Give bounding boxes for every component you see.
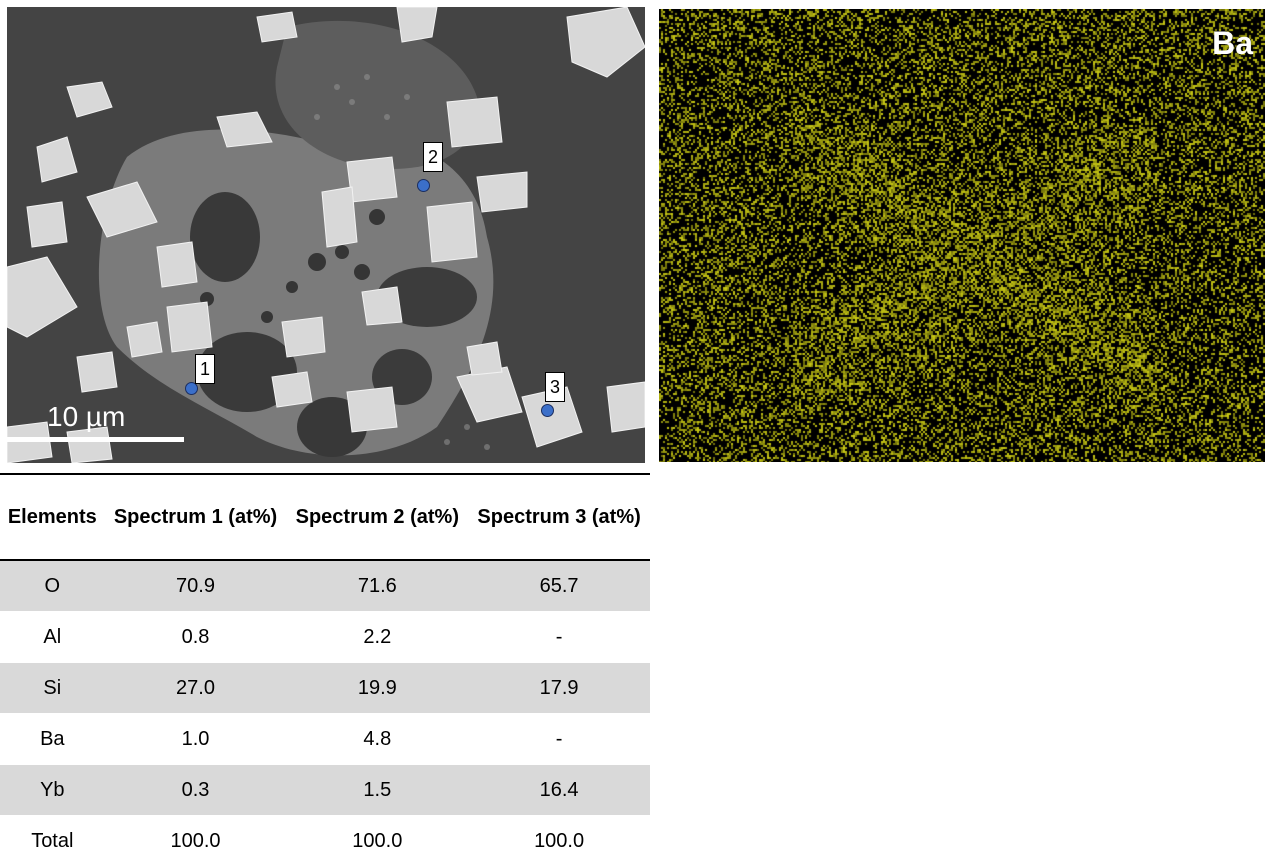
table-row: Al 0.8 2.2 - (0, 612, 650, 663)
value-cell: 70.9 (104, 560, 287, 612)
value-cell: 100.0 (170, 829, 221, 852)
eds-elemental-map: Ba (659, 9, 1265, 462)
spectrum-point-icon (541, 404, 554, 417)
table-row: Si 27.0 19.9 17.9 (0, 662, 650, 714)
element-cell: Ba (40, 727, 65, 750)
spectrum-marker-label: 2 (423, 142, 444, 172)
table-header-row: Elements Spectrum 1 (at%) Spectrum 2 (at… (0, 474, 650, 560)
composition-table-container: Elements Spectrum 1 (at%) Spectrum 2 (at… (0, 473, 650, 867)
spectrum-marker-label: 3 (545, 372, 566, 402)
value-cell: 100.0 (352, 829, 403, 852)
table-row: Total 100.0 100.0 100.0 (0, 816, 650, 867)
element-cell: O (0, 560, 105, 612)
element-cell: Yb (0, 764, 105, 816)
sem-image (7, 7, 645, 463)
value-cell: 65.7 (468, 560, 650, 612)
element-cell: Total (31, 829, 74, 852)
header-spectrum-1: Spectrum 1 (at%) (113, 506, 278, 528)
value-cell: 1.0 (181, 727, 210, 750)
value-cell: 16.4 (468, 764, 650, 816)
value-cell: - (555, 625, 563, 648)
element-cell: Al (43, 625, 62, 648)
eds-map-image (659, 9, 1265, 462)
element-label: Ba (1212, 25, 1253, 61)
spectrum-marker-label: 1 (195, 354, 216, 384)
value-cell: 2.2 (363, 625, 392, 648)
value-cell: 27.0 (104, 662, 287, 714)
value-cell: 0.8 (181, 625, 210, 648)
spectrum-point-icon (185, 382, 198, 395)
value-cell: 100.0 (534, 829, 585, 852)
header-spectrum-2: Spectrum 2 (at%) (295, 506, 459, 528)
table-row: Ba 1.0 4.8 - (0, 714, 650, 765)
spectrum-point-icon (417, 179, 430, 192)
composition-table: Elements Spectrum 1 (at%) Spectrum 2 (at… (0, 473, 650, 867)
value-cell: 1.5 (286, 764, 469, 816)
sem-micrograph: 10 µm 1 2 3 (7, 7, 645, 463)
table-row: O 70.9 71.6 65.7 (0, 560, 650, 612)
value-cell: 71.6 (286, 560, 469, 612)
header-elements: Elements (7, 506, 97, 528)
value-cell: 19.9 (286, 662, 469, 714)
scale-bar (7, 437, 184, 442)
value-cell: 4.8 (363, 727, 392, 750)
value-cell: 17.9 (468, 662, 650, 714)
scale-bar-label: 10 µm (47, 401, 126, 432)
header-spectrum-3: Spectrum 3 (at%) (477, 506, 641, 528)
value-cell: 0.3 (104, 764, 287, 816)
table-row: Yb 0.3 1.5 16.4 (0, 764, 650, 816)
element-cell: Si (0, 662, 105, 714)
value-cell: - (555, 727, 563, 750)
